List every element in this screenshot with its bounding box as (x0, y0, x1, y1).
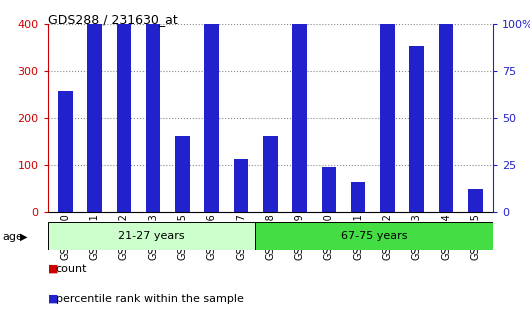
Bar (87, 0, 102, 212)
Text: 21-27 years: 21-27 years (118, 231, 185, 241)
Text: GDS288 / 231630_at: GDS288 / 231630_at (48, 13, 178, 27)
Bar (263, 199, 278, 212)
Bar (409, 169, 424, 212)
Text: age: age (3, 232, 23, 242)
Bar (351, 181, 366, 212)
Bar (146, 0, 161, 212)
Text: 67-75 years: 67-75 years (341, 231, 408, 241)
Bar (205, 0, 219, 212)
Text: ■: ■ (48, 294, 58, 304)
Bar (351, 206, 366, 212)
Bar (409, 46, 424, 212)
Bar (322, 201, 336, 212)
Text: count: count (56, 264, 87, 274)
Bar (234, 159, 249, 212)
Bar (292, 128, 307, 212)
Bar (322, 167, 336, 212)
Bar (58, 91, 73, 212)
Bar (439, 128, 453, 212)
Bar (292, 0, 307, 212)
Bar (117, 54, 131, 212)
Bar (255, 222, 493, 250)
Bar (175, 189, 190, 212)
Bar (87, 75, 102, 212)
Bar (380, 0, 395, 212)
Bar (468, 189, 483, 212)
Bar (175, 136, 190, 212)
Bar (380, 99, 395, 212)
Bar (439, 0, 453, 212)
Bar (58, 200, 73, 212)
Bar (234, 201, 249, 212)
Text: ■: ■ (48, 264, 58, 274)
Bar (146, 134, 161, 212)
Text: percentile rank within the sample: percentile rank within the sample (56, 294, 243, 304)
Bar (117, 0, 131, 212)
Bar (205, 141, 219, 212)
Bar (468, 203, 483, 212)
Text: ▶: ▶ (20, 232, 28, 242)
Bar (263, 136, 278, 212)
Bar (48, 222, 255, 250)
